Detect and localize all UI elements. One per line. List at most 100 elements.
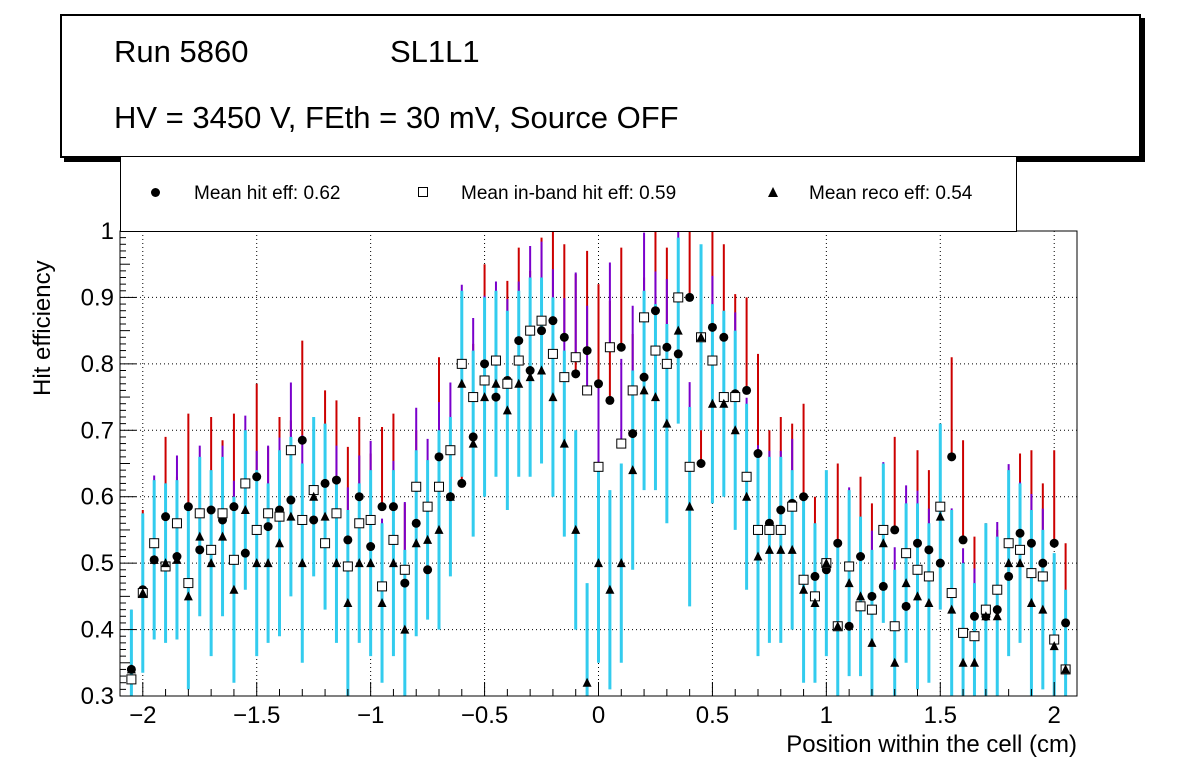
reco-marker — [821, 558, 831, 568]
inband-marker — [958, 627, 969, 638]
inband-marker — [502, 378, 513, 389]
inband-marker — [171, 518, 182, 529]
reco-marker — [730, 425, 740, 435]
hit-marker — [913, 538, 922, 548]
reco-marker — [206, 558, 216, 568]
legend-reco-marker — [768, 187, 778, 197]
hit-marker — [628, 429, 638, 439]
reco-marker — [594, 558, 603, 568]
hit-marker — [525, 366, 535, 375]
y-tick-label: 0.8 — [81, 351, 114, 378]
inband-marker — [604, 342, 615, 353]
reco-marker — [753, 551, 763, 561]
reco-marker — [628, 465, 638, 475]
reco-marker — [947, 604, 957, 614]
reco-marker — [138, 588, 148, 598]
reco-marker — [502, 405, 512, 415]
reco-marker — [696, 332, 706, 342]
inband-marker — [969, 631, 980, 642]
reco-marker — [354, 558, 364, 568]
y-tick-label: 0.5 — [81, 550, 114, 577]
inband-marker — [547, 348, 558, 359]
reco-marker — [252, 558, 262, 568]
hit-marker — [343, 535, 353, 545]
hit-marker — [320, 478, 330, 488]
hit-marker — [890, 525, 900, 535]
reco-marker — [1015, 558, 1025, 568]
inband-marker — [673, 292, 684, 303]
inband-marker — [787, 501, 798, 512]
inband-marker — [206, 544, 217, 555]
inband-marker — [399, 564, 410, 575]
inband-marker — [889, 621, 900, 632]
hit-marker — [753, 449, 763, 459]
hit-marker — [696, 459, 706, 468]
markers — [126, 292, 1071, 687]
x-tick-label: −0.5 — [461, 702, 508, 729]
reco-marker — [525, 372, 535, 382]
conditions-label: HV = 3450 V, FEth = 30 mV, Source OFF — [114, 100, 679, 135]
title-box: Run 5860 SL1L1 HV = 3450 V, FEth = 30 mV… — [60, 14, 1141, 158]
inband-marker — [490, 355, 501, 366]
inband-marker — [388, 534, 399, 545]
x-tick-label: 1.5 — [924, 702, 957, 729]
inband-marker — [434, 481, 444, 492]
reco-marker — [388, 558, 398, 568]
run-label: Run 5860 — [114, 34, 249, 69]
reco-marker — [913, 591, 922, 601]
hit-marker — [867, 591, 877, 601]
y-tick-label: 0.7 — [81, 417, 114, 444]
inband-marker — [992, 584, 1003, 595]
reco-marker — [491, 378, 501, 388]
hit-marker — [240, 548, 250, 558]
hit-marker — [776, 505, 786, 515]
hit-marker — [992, 605, 1002, 615]
hit-marker — [297, 435, 307, 445]
inband-marker — [479, 375, 490, 386]
inband-marker — [194, 508, 205, 519]
reco-marker — [1004, 558, 1014, 568]
inband-marker — [627, 385, 638, 396]
x-tick-label: 1 — [820, 702, 833, 729]
inband-marker — [1037, 571, 1048, 582]
inband-marker — [901, 548, 912, 559]
reco-marker — [218, 531, 228, 541]
reco-marker — [559, 438, 569, 448]
hit-marker — [924, 545, 934, 555]
reco-marker — [229, 584, 239, 594]
reco-marker — [890, 657, 900, 667]
inband-marker — [661, 358, 672, 369]
legend: Mean hit eff: 0.62 Mean in-band hit eff:… — [120, 157, 1017, 232]
axis-ticks: −2 −1.5 −1 −0.5 0 0.5 1 1.5 2 0.3 0.4 0.5 0.6 0.7 0.8 0… — [81, 218, 1078, 729]
y-tick-label: 0.3 — [81, 683, 114, 710]
y-axis-title: Hit efficiency — [29, 260, 56, 396]
inband-marker — [456, 358, 467, 369]
hit-marker — [400, 578, 410, 588]
hit-marker — [605, 395, 615, 405]
reco-marker — [514, 378, 524, 388]
hit-marker — [206, 505, 216, 515]
x-tick-label: 0 — [592, 702, 605, 729]
reco-marker — [992, 611, 1002, 621]
reco-marker — [810, 598, 820, 607]
reco-marker — [377, 598, 387, 607]
reco-marker — [1026, 598, 1036, 607]
reco-marker — [445, 491, 455, 501]
hit-marker — [468, 432, 478, 442]
legend-reco-label: Mean reco eff: 0.54 — [809, 183, 973, 204]
reco-marker — [297, 558, 307, 568]
reco-marker — [172, 554, 182, 564]
inband-marker — [582, 385, 593, 396]
hit-marker — [161, 512, 171, 522]
x-tick-label: −2 — [129, 702, 156, 729]
reco-marker — [616, 558, 626, 568]
hit-marker — [309, 515, 319, 525]
inband-marker — [741, 471, 752, 482]
reco-marker — [537, 365, 547, 375]
hit-marker — [366, 542, 376, 552]
reco-marker — [787, 544, 797, 554]
inband-marker — [730, 392, 741, 403]
reco-marker — [411, 538, 421, 548]
hit-marker — [1004, 571, 1014, 581]
reco-marker — [867, 637, 877, 647]
